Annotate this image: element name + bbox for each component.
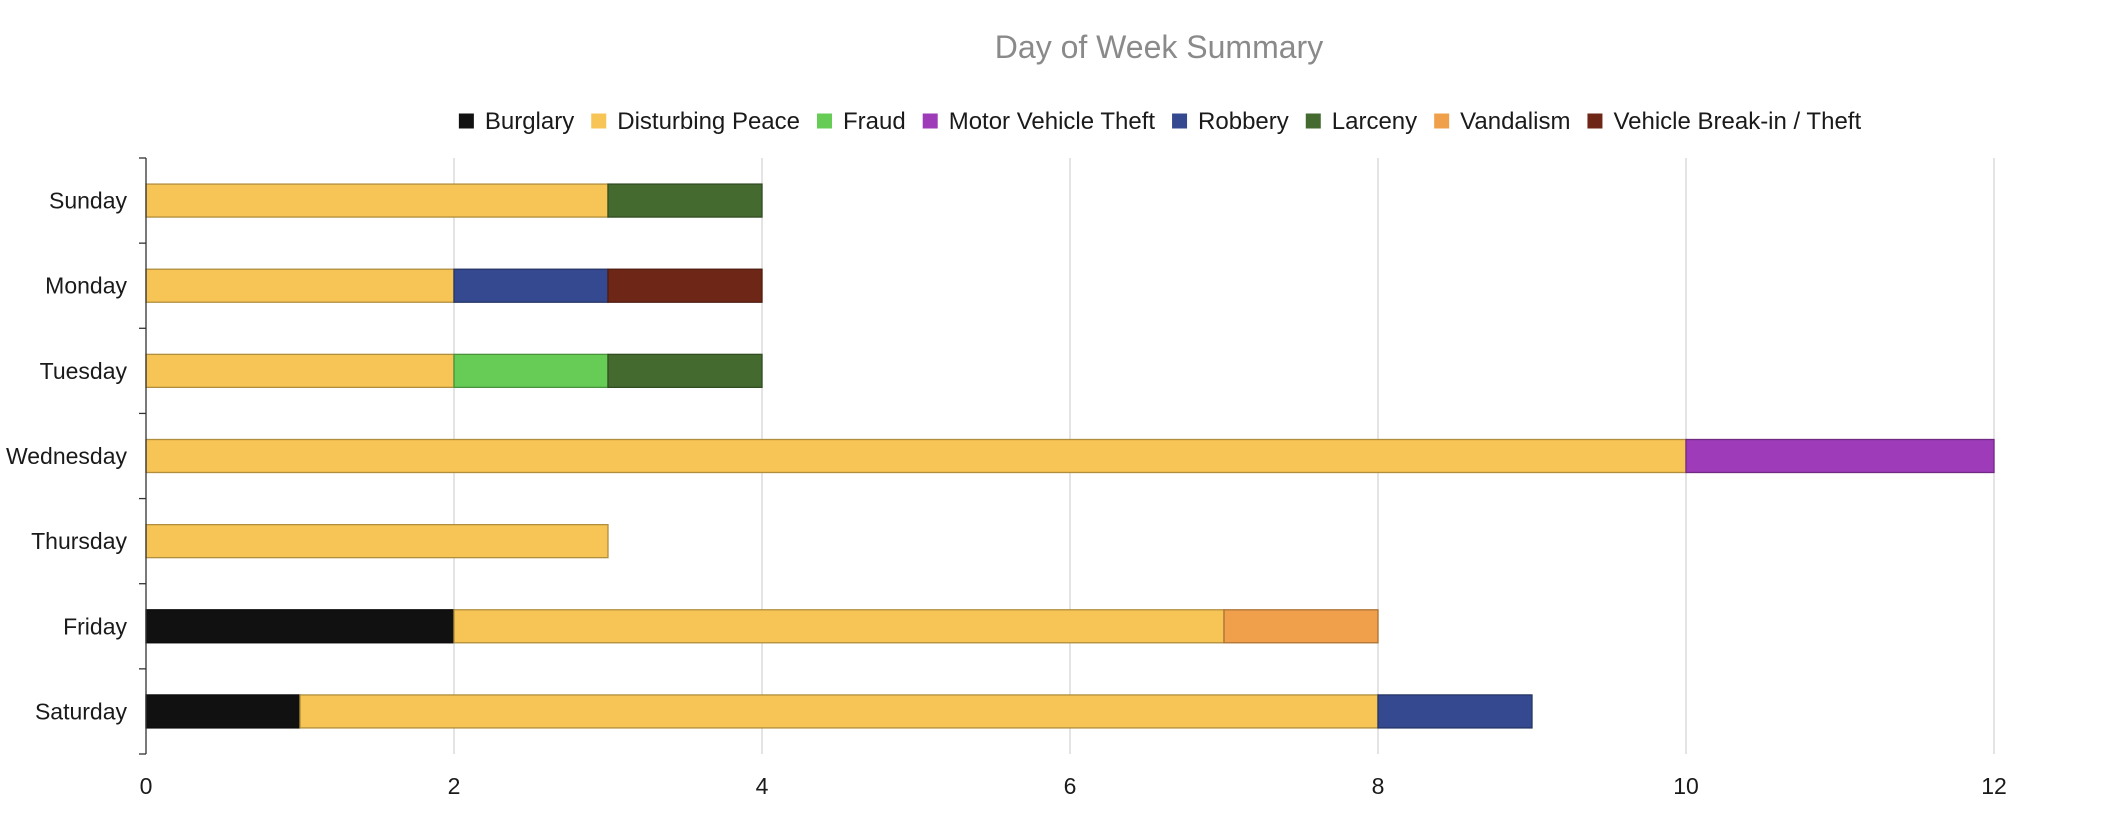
y-tick-label: Thursday xyxy=(31,528,127,554)
legend-swatch xyxy=(1587,113,1603,129)
legend-label: Motor Vehicle Theft xyxy=(949,108,1156,135)
bars xyxy=(145,183,1995,729)
y-tick-label: Tuesday xyxy=(40,358,128,384)
axes: 0 2 4 6 8 10 12 Sunday Monday Tuesday Wednesday Thu… xyxy=(6,157,2007,799)
bar-segment xyxy=(607,268,763,303)
legend-label: Burglary xyxy=(485,108,574,135)
x-tick-label: 10 xyxy=(1673,773,1699,799)
legend-swatch xyxy=(922,113,938,129)
bar-segment xyxy=(299,694,1379,729)
bar-segment xyxy=(1377,694,1533,729)
x-tick-label: 4 xyxy=(756,773,769,799)
legend-label: Larceny xyxy=(1332,108,1417,135)
legend-swatch xyxy=(458,113,474,129)
x-tick-label: 0 xyxy=(140,773,153,799)
legend-item: Vandalism xyxy=(1434,108,1570,135)
bar-segment xyxy=(453,609,1225,644)
y-tick-label: Wednesday xyxy=(6,443,128,469)
legend-label: Robbery xyxy=(1198,108,1289,135)
bar-segment xyxy=(1685,438,1995,474)
y-tick-label: Saturday xyxy=(35,698,128,724)
legend: Burglary Disturbing Peace Fraud Motor Vehic… xyxy=(458,108,1861,135)
legend-label: Vandalism xyxy=(1460,108,1570,135)
legend-label: Disturbing Peace xyxy=(617,108,800,135)
legend-swatch xyxy=(1172,113,1188,129)
bar-segment xyxy=(607,183,763,218)
chart-title: Day of Week Summary xyxy=(995,29,1323,65)
bar-segment xyxy=(453,268,609,303)
legend-swatch xyxy=(817,113,833,129)
bar-segment xyxy=(145,609,455,644)
legend-item: Robbery xyxy=(1172,108,1289,135)
x-tick-label: 12 xyxy=(1981,773,2007,799)
legend-swatch xyxy=(1434,113,1450,129)
legend-item: Vehicle Break-in / Theft xyxy=(1587,108,1861,135)
y-tick-label: Sunday xyxy=(49,188,128,214)
bar-segment xyxy=(145,523,609,559)
legend-swatch xyxy=(1305,113,1321,129)
x-tick-label: 2 xyxy=(448,773,461,799)
x-tick-label: 6 xyxy=(1064,773,1077,799)
legend-label: Vehicle Break-in / Theft xyxy=(1613,108,1861,135)
legend-swatch xyxy=(591,113,607,129)
y-tick-label: Monday xyxy=(45,273,127,299)
bar-segment xyxy=(145,268,455,303)
bar-segment xyxy=(145,353,455,389)
bar-segment xyxy=(1223,609,1379,644)
bar-segment xyxy=(145,694,301,729)
legend-item: Burglary xyxy=(458,108,574,135)
x-tick-label: 8 xyxy=(1372,773,1385,799)
bar-segment xyxy=(453,353,609,389)
legend-label: Fraud xyxy=(843,108,906,135)
bar-segment xyxy=(607,353,763,389)
legend-item: Fraud xyxy=(817,108,906,135)
legend-item: Motor Vehicle Theft xyxy=(922,108,1156,135)
bar-segment xyxy=(145,183,609,218)
bar-segment xyxy=(145,438,1687,474)
legend-item: Disturbing Peace xyxy=(591,108,800,135)
legend-item: Larceny xyxy=(1305,108,1417,135)
y-tick-label: Friday xyxy=(63,613,127,639)
